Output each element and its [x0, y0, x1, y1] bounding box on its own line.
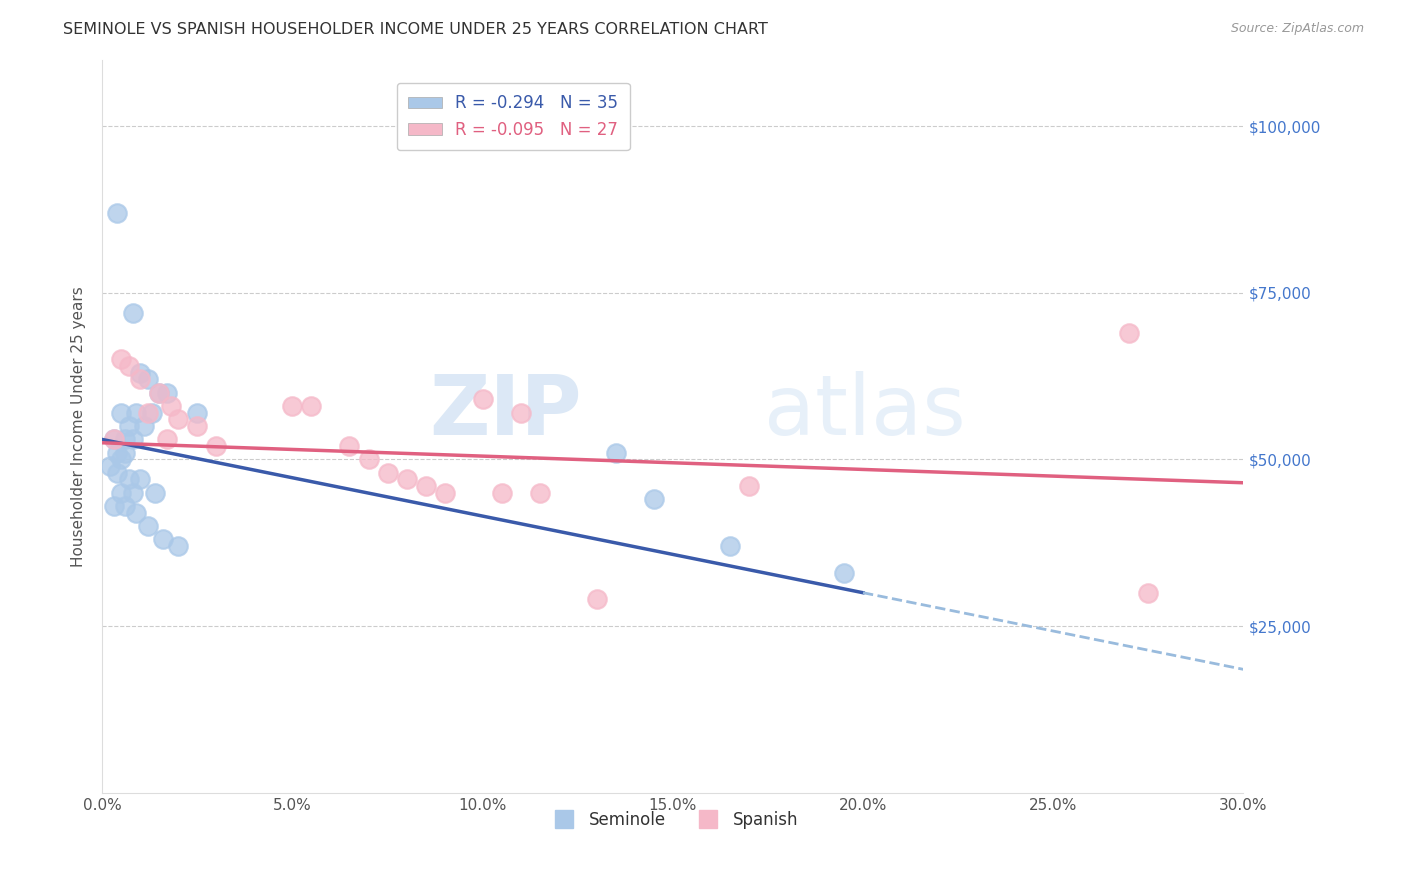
Point: [167, 412, 190, 426]
Point: [281, 399, 304, 413]
Point: [136, 406, 159, 420]
Point: [585, 592, 607, 607]
Point: [415, 479, 437, 493]
Point: [110, 406, 132, 420]
Point: [377, 466, 399, 480]
Point: [357, 452, 380, 467]
Y-axis label: Householder Income Under 25 years: Householder Income Under 25 years: [72, 285, 86, 566]
Point: [114, 446, 136, 460]
Point: [110, 452, 132, 467]
Point: [132, 419, 155, 434]
Point: [186, 406, 208, 420]
Point: [529, 485, 551, 500]
Point: [103, 433, 125, 447]
Point: [339, 439, 361, 453]
Point: [103, 499, 125, 513]
Point: [152, 533, 174, 547]
Point: [121, 306, 143, 320]
Point: [114, 499, 136, 513]
Point: [107, 466, 129, 480]
Point: [832, 566, 855, 580]
Point: [110, 352, 132, 367]
Point: [1137, 585, 1160, 599]
Point: [125, 406, 148, 420]
Point: [605, 446, 627, 460]
Point: [107, 446, 129, 460]
Point: [129, 372, 152, 386]
Point: [1118, 326, 1140, 340]
Point: [167, 539, 190, 553]
Point: [186, 419, 208, 434]
Point: [136, 372, 159, 386]
Point: [145, 485, 167, 500]
Point: [121, 433, 143, 447]
Text: atlas: atlas: [763, 371, 966, 452]
Point: [433, 485, 456, 500]
Point: [509, 406, 531, 420]
Point: [103, 433, 125, 447]
Point: [129, 366, 152, 380]
Point: [738, 479, 761, 493]
Point: [118, 472, 141, 486]
Legend: Seminole, Spanish: Seminole, Spanish: [541, 805, 806, 836]
Point: [148, 385, 170, 400]
Point: [301, 399, 323, 413]
Point: [110, 485, 132, 500]
Point: [156, 433, 179, 447]
Point: [107, 206, 129, 220]
Point: [156, 385, 179, 400]
Point: [136, 519, 159, 533]
Point: [125, 506, 148, 520]
Point: [141, 406, 163, 420]
Point: [118, 359, 141, 373]
Point: [718, 539, 741, 553]
Point: [118, 419, 141, 434]
Point: [643, 492, 665, 507]
Text: Source: ZipAtlas.com: Source: ZipAtlas.com: [1230, 22, 1364, 36]
Point: [98, 459, 121, 474]
Text: ZIP: ZIP: [429, 371, 582, 452]
Point: [205, 439, 228, 453]
Point: [148, 385, 170, 400]
Point: [114, 433, 136, 447]
Point: [159, 399, 181, 413]
Point: [121, 485, 143, 500]
Point: [491, 485, 513, 500]
Point: [471, 392, 494, 407]
Point: [395, 472, 418, 486]
Text: SEMINOLE VS SPANISH HOUSEHOLDER INCOME UNDER 25 YEARS CORRELATION CHART: SEMINOLE VS SPANISH HOUSEHOLDER INCOME U…: [63, 22, 768, 37]
Point: [129, 472, 152, 486]
